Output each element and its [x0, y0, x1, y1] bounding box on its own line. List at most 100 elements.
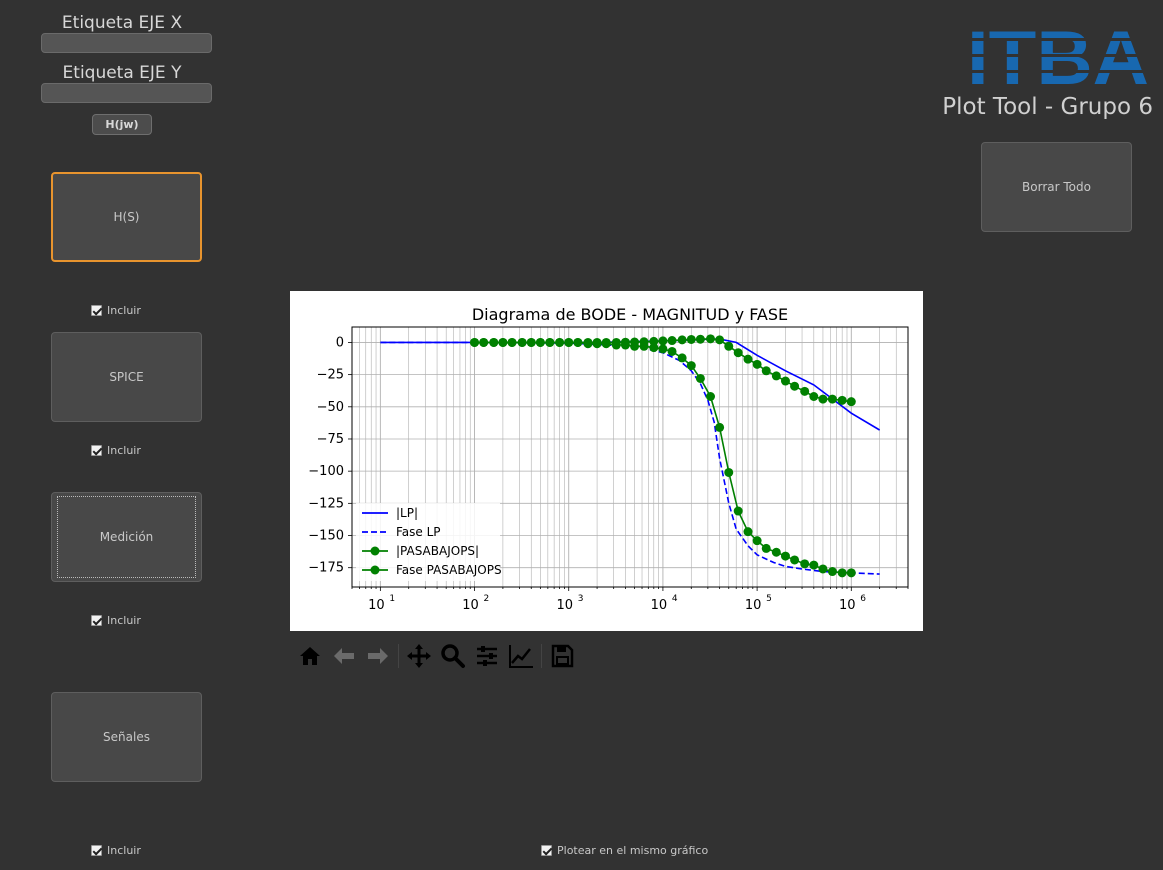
plot-frame [351, 326, 909, 588]
legend-label: Fase PASABAJOPS [396, 563, 502, 577]
spice-include-label: Incluir [107, 444, 141, 457]
same-plot-label: Plotear en el mismo gráfico [557, 844, 709, 857]
hs-include-label: Incluir [107, 304, 141, 317]
y-tick-label: −175 [308, 561, 344, 576]
back-icon[interactable] [330, 642, 358, 670]
data-point [498, 337, 508, 347]
data-point [667, 346, 677, 356]
y-tick-label: −50 [317, 400, 344, 415]
x-tick-label-exponent: 3 [578, 594, 584, 604]
data-point [535, 337, 545, 347]
legend-label: |PASABAJOPS| [396, 544, 479, 558]
app-title: Plot Tool - Grupo 6 [942, 94, 1153, 120]
data-point [583, 339, 593, 349]
senales-include-checkbox[interactable]: Incluir [91, 844, 141, 857]
y-tick-label: −75 [317, 432, 344, 447]
data-point [800, 559, 810, 569]
series-line [380, 338, 881, 431]
data-point [724, 467, 734, 477]
y-label-caption: Etiqueta EJE Y [62, 63, 182, 83]
data-point [780, 551, 790, 561]
medicion-button-label: Medición [99, 530, 154, 544]
data-point [601, 339, 611, 349]
data-point [837, 568, 847, 578]
senales-include-label: Incluir [107, 844, 141, 857]
x-label-caption: Etiqueta EJE X [61, 13, 183, 33]
hs-button-label: H(S) [113, 210, 140, 224]
medicion-button[interactable]: Medición [51, 492, 202, 582]
data-point [555, 337, 565, 347]
data-point [611, 340, 621, 350]
x-tick-label: 10 [462, 598, 479, 613]
data-point [489, 337, 499, 347]
forward-icon[interactable] [364, 642, 392, 670]
spice-include-checkbox[interactable]: Incluir [91, 444, 141, 457]
x-tick-label-exponent: 6 [860, 594, 866, 604]
data-point [761, 366, 771, 376]
x-label-field[interactable] [41, 33, 212, 53]
data-point [649, 336, 659, 346]
data-point [715, 335, 725, 345]
legend-marker [370, 565, 380, 575]
senales-button-label: Señales [103, 730, 150, 744]
data-point [733, 506, 743, 516]
pan-icon[interactable] [405, 642, 433, 670]
checkbox-checked-icon [91, 445, 102, 456]
data-point [780, 376, 790, 386]
data-point [705, 334, 715, 344]
legend-box [356, 503, 500, 581]
data-point [686, 334, 696, 344]
data-point [695, 373, 705, 383]
zoom-icon[interactable] [439, 642, 467, 670]
y-tick-label: −25 [317, 368, 344, 383]
configure-subplots-icon[interactable] [473, 642, 501, 670]
clear-all-button[interactable]: Borrar Todo [981, 142, 1132, 232]
medicion-include-checkbox[interactable]: Incluir [91, 614, 141, 627]
data-point [470, 337, 480, 347]
data-point [658, 336, 668, 346]
data-point [809, 560, 819, 570]
y-tick-label: −125 [308, 496, 344, 511]
data-point [846, 568, 856, 578]
data-point [846, 397, 856, 407]
y-tick-label: −150 [308, 529, 344, 544]
spice-button[interactable]: SPICE [51, 332, 202, 422]
y-tick-label: −100 [308, 464, 344, 479]
toolbar-separator [541, 644, 542, 668]
checkbox-checked-icon [541, 845, 552, 856]
y-tick-label: 0 [336, 335, 344, 350]
data-point [790, 381, 800, 391]
medicion-include-label: Incluir [107, 614, 141, 627]
save-icon[interactable] [548, 642, 576, 670]
data-point [761, 543, 771, 553]
home-icon[interactable] [296, 642, 324, 670]
hs-button[interactable]: H(S) [51, 172, 202, 262]
legend-label: Fase LP [396, 525, 441, 539]
data-point [517, 337, 527, 347]
data-point [686, 361, 696, 371]
bode-chart-svg: 0 −25 −50 −75 −100 −125 −150 −175 10 1 10 2 10 3 10 4 10… [308, 305, 909, 613]
data-point [649, 343, 659, 353]
spice-button-label: SPICE [109, 370, 144, 384]
x-tick-label: 10 [745, 598, 762, 613]
edit-axis-icon[interactable] [507, 642, 535, 670]
data-point [752, 359, 762, 369]
data-point [800, 386, 810, 396]
data-point [639, 341, 649, 351]
data-point [743, 354, 753, 364]
data-point [667, 336, 677, 346]
data-point [771, 371, 781, 381]
x-tick-label: 10 [368, 598, 385, 613]
data-point [677, 335, 687, 345]
data-point [507, 337, 517, 347]
data-point [677, 353, 687, 363]
x-tick-label-exponent: 2 [484, 594, 490, 604]
senales-button[interactable]: Señales [51, 692, 202, 782]
same-plot-checkbox[interactable]: Plotear en el mismo gráfico [541, 844, 708, 857]
legend-label: |LP| [396, 506, 418, 520]
hjw-button[interactable]: H(jw) [92, 114, 152, 135]
y-label-field[interactable] [41, 83, 212, 103]
bode-plot: 0 −25 −50 −75 −100 −125 −150 −175 10 1 10 2 10 3 10 4 10… [290, 291, 923, 631]
hs-include-checkbox[interactable]: Incluir [91, 304, 141, 317]
data-point [620, 340, 630, 350]
